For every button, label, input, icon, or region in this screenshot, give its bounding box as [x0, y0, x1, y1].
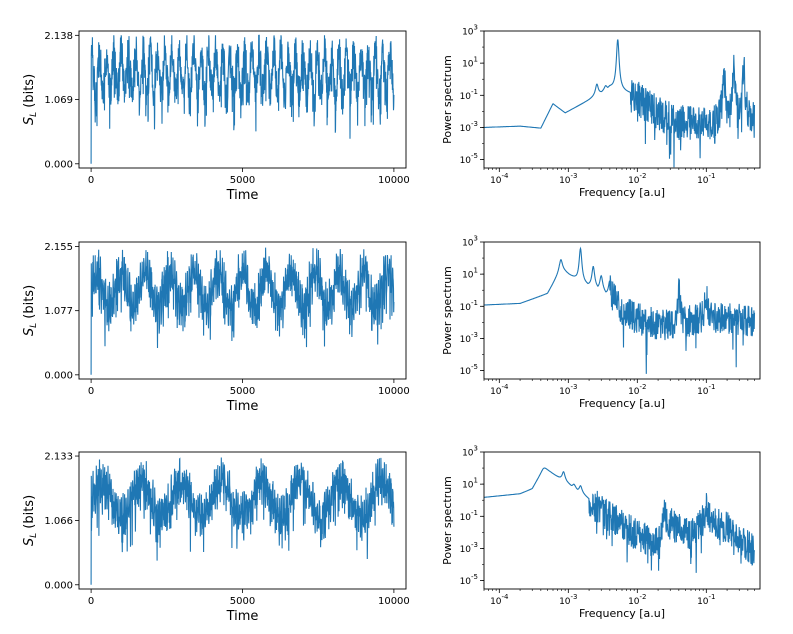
x-axis-label: Time	[226, 188, 259, 203]
y-tick-label: 101	[462, 477, 478, 491]
y-tick-label: 103	[462, 24, 478, 38]
y-axis-label: SL (bits)	[22, 74, 39, 125]
y-axis-label: Power spectrum	[441, 55, 454, 144]
y-tick-label: 0.000	[44, 159, 73, 170]
x-tick-label: 10-4	[490, 383, 509, 397]
x-tick-label: 5000	[230, 386, 255, 397]
x-tick-label: 5000	[230, 175, 255, 186]
y-tick-label: 1.077	[44, 306, 73, 317]
x-axis-label: Frequency [a.u]	[579, 397, 665, 410]
chart-panel-time-3: 0 5000 10000 0.000 1.066 2.133 Time SL (bits)	[22, 452, 410, 624]
chart-panel-time-2: 0 5000 10000 0.000 1.077 2.155 Time SL (bits)	[22, 241, 410, 414]
x-axis-label: Frequency [a.u]	[579, 186, 665, 199]
x-tick-label: 0	[88, 175, 94, 186]
x-tick-label: 10-4	[490, 172, 509, 186]
chart-panel-spec-3: 10-4 10-3 10-2 10-1 10-5 10-3 10-1 101 103 Freque…	[441, 445, 761, 620]
series-line-time-2	[90, 247, 395, 375]
y-tick-label: 10-1	[460, 299, 478, 313]
y-tick-label: 10-3	[460, 120, 478, 134]
y-tick-label: 103	[462, 235, 478, 249]
x-tick-label: 10-1	[697, 172, 715, 186]
x-tick-label: 10-2	[628, 593, 646, 607]
y-tick-label: 10-3	[460, 541, 478, 555]
x-tick-label: 10-3	[559, 172, 577, 186]
y-tick-label: 10-1	[460, 509, 478, 523]
y-tick-label: 10-3	[460, 331, 478, 345]
chart-panel-spec-2: 10-4 10-3 10-2 10-1 10-5 10-3 10-1 101 103 Freque…	[441, 235, 761, 410]
axes-frame	[483, 30, 761, 169]
x-axis-label: Time	[226, 399, 259, 414]
x-tick-label: 0	[88, 386, 94, 397]
y-tick-label: 0.000	[44, 580, 73, 591]
y-tick-label: 10-5	[460, 573, 478, 587]
y-tick-label: 2.138	[44, 31, 73, 42]
series-line-spec-1	[484, 39, 756, 168]
x-tick-label: 10-4	[490, 593, 509, 607]
y-axis-label: SL (bits)	[22, 495, 39, 546]
chart-panel-time-1: 0 5000 10000 0.000 1.069 2.138 Time SL (bits)	[22, 30, 410, 203]
y-axis-label: SL (bits)	[22, 285, 39, 336]
x-tick-label: 10-3	[559, 383, 577, 397]
x-tick-label: 10-2	[628, 172, 646, 186]
x-axis-label: Time	[226, 609, 259, 624]
x-tick-label: 10000	[378, 596, 410, 607]
y-tick-label: 10-1	[460, 88, 478, 102]
x-tick-label: 10000	[378, 386, 410, 397]
y-tick-label: 2.133	[44, 452, 73, 463]
y-tick-label: 10-5	[460, 152, 478, 166]
x-tick-label: 5000	[230, 596, 255, 607]
x-tick-label: 10-2	[628, 383, 646, 397]
x-tick-label: 10-3	[559, 593, 577, 607]
x-tick-label: 10000	[378, 175, 410, 186]
x-tick-label: 0	[88, 596, 94, 607]
y-tick-label: 101	[462, 56, 478, 70]
x-tick-label: 10-1	[697, 593, 715, 607]
x-tick-label: 10-1	[697, 383, 715, 397]
x-axis-label: Frequency [a.u]	[579, 607, 665, 620]
y-axis-label: Power spectrum	[441, 266, 454, 355]
y-axis-label: Power spectrum	[441, 476, 454, 565]
y-tick-label: 1.066	[44, 516, 73, 527]
y-tick-label: 1.069	[44, 95, 73, 106]
series-line-spec-2	[484, 246, 756, 374]
y-tick-label: 10-5	[460, 363, 478, 377]
y-tick-label: 0.000	[44, 370, 73, 381]
y-tick-label: 2.155	[44, 242, 73, 253]
series-line-time-1	[90, 34, 395, 164]
series-line-spec-3	[484, 467, 756, 573]
chart-panel-spec-1: 10-4 10-3 10-2 10-1 10-5 10-3 10-1 101 103 Freque…	[441, 24, 761, 199]
y-tick-label: 103	[462, 445, 478, 459]
series-line-time-3	[90, 457, 395, 585]
y-tick-label: 101	[462, 267, 478, 281]
